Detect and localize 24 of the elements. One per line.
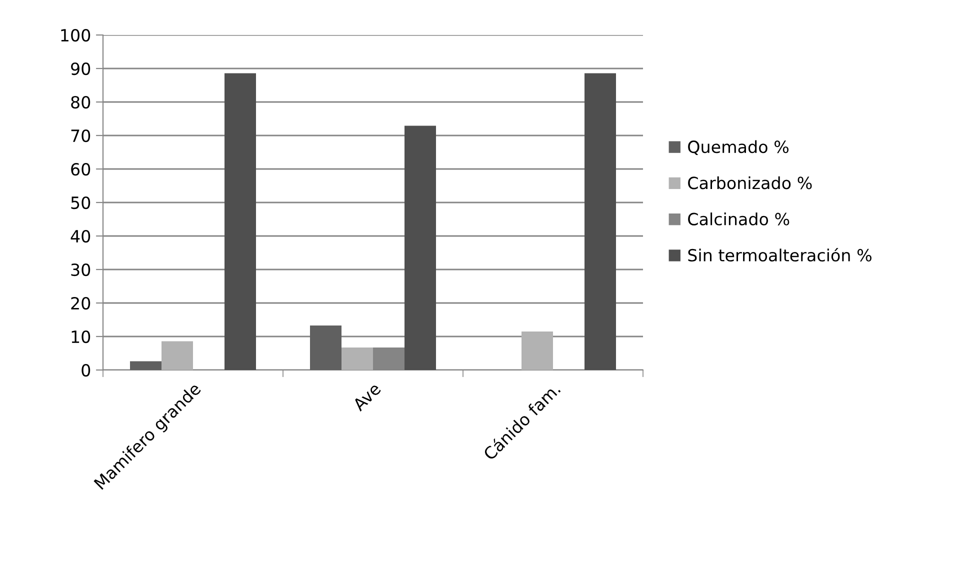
y-tick-label: 10: [72, 330, 90, 344]
y-tick-label: 40: [70, 230, 90, 243]
y-tick-label: 90: [71, 62, 90, 76]
bar: [310, 325, 342, 370]
bar: [522, 331, 553, 370]
y-tick-label: 20: [71, 296, 90, 310]
y-tick-label: 100: [61, 28, 90, 42]
y-tick-label: 30: [71, 263, 90, 276]
y-tick-label: 50: [71, 196, 90, 210]
x-tick-label: Ave: [352, 382, 382, 412]
bar: [162, 341, 193, 370]
y-tick-label: 80: [71, 96, 90, 109]
y-tick-label: 70: [71, 129, 90, 142]
bar: [404, 126, 436, 370]
bar: [224, 73, 256, 370]
y-tick-label: 0: [82, 364, 90, 377]
legend-label: Calcinado %: [688, 212, 790, 226]
bar: [584, 73, 616, 370]
bar: [342, 348, 373, 370]
y-tick-label: 60: [71, 162, 90, 176]
legend-label: Quemado %: [688, 140, 789, 156]
legend-label: Sin termoalteración %: [688, 248, 872, 262]
bar: [130, 361, 162, 370]
legend-label: Carbonizado %: [688, 176, 812, 190]
